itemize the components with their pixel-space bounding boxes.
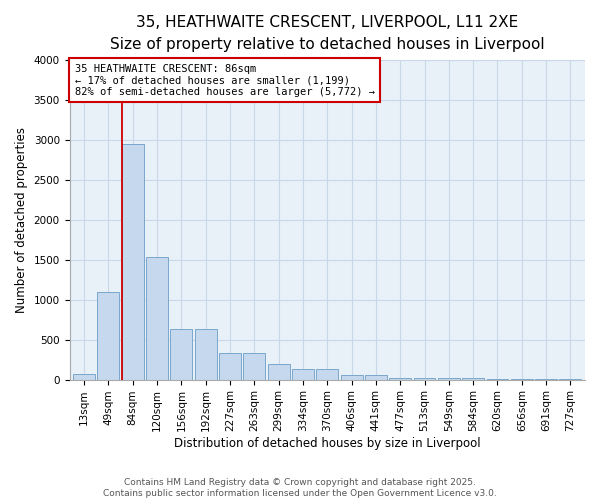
Bar [389, 378, 411, 380]
Bar [195, 328, 217, 380]
Bar [365, 375, 387, 380]
Bar [462, 378, 484, 380]
Bar [122, 144, 143, 380]
Bar [219, 354, 241, 380]
Title: 35, HEATHWAITE CRESCENT, LIVERPOOL, L11 2XE
Size of property relative to detache: 35, HEATHWAITE CRESCENT, LIVERPOOL, L11 … [110, 15, 545, 52]
Bar [97, 292, 119, 380]
Bar [316, 369, 338, 380]
X-axis label: Distribution of detached houses by size in Liverpool: Distribution of detached houses by size … [174, 437, 481, 450]
Bar [146, 256, 168, 380]
Bar [341, 375, 362, 380]
Bar [292, 369, 314, 380]
Bar [438, 378, 460, 380]
Bar [73, 374, 95, 380]
Bar [170, 328, 193, 380]
Text: 35 HEATHWAITE CRESCENT: 86sqm
← 17% of detached houses are smaller (1,199)
82% o: 35 HEATHWAITE CRESCENT: 86sqm ← 17% of d… [74, 64, 374, 96]
Text: Contains HM Land Registry data © Crown copyright and database right 2025.
Contai: Contains HM Land Registry data © Crown c… [103, 478, 497, 498]
Bar [268, 364, 290, 380]
Bar [244, 354, 265, 380]
Y-axis label: Number of detached properties: Number of detached properties [15, 127, 28, 313]
Bar [413, 378, 436, 380]
